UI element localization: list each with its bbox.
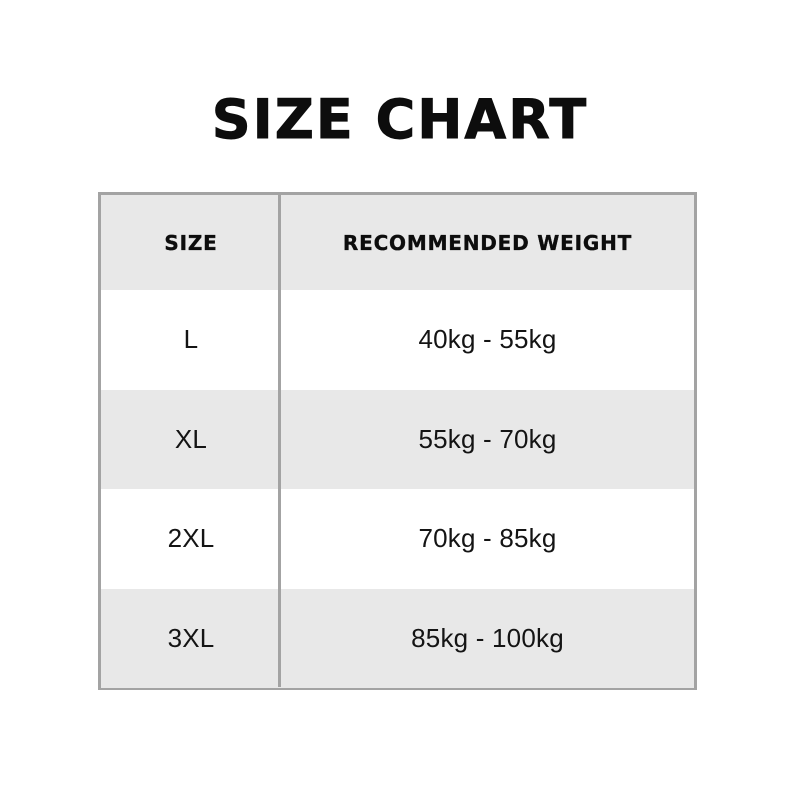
header-cell-size: SIZE xyxy=(164,230,218,255)
cell-weight: 40kg - 55kg xyxy=(418,324,557,355)
cell-weight: 55kg - 70kg xyxy=(418,423,557,454)
column-divider xyxy=(278,195,281,687)
size-chart-table: SIZE RECOMMENDED WEIGHT L 40kg - 55kg XL… xyxy=(98,192,697,690)
cell-size: XL xyxy=(174,423,208,454)
cell-size: 3XL xyxy=(167,623,215,654)
table-header-row: SIZE RECOMMENDED WEIGHT xyxy=(101,195,694,290)
cell-size: L xyxy=(183,324,199,355)
table-inner: SIZE RECOMMENDED WEIGHT L 40kg - 55kg XL… xyxy=(101,195,694,689)
cell-size: 2XL xyxy=(167,523,215,554)
page-title: SIZE CHART xyxy=(211,88,589,152)
cell-weight: 85kg - 100kg xyxy=(411,623,564,654)
header-cell-recommended-weight: RECOMMENDED WEIGHT xyxy=(342,230,633,255)
table-row: XL 55kg - 70kg xyxy=(101,389,694,490)
table-row: L 40kg - 55kg xyxy=(101,290,694,390)
cell-weight: 70kg - 85kg xyxy=(418,523,557,554)
table-row: 3XL 85kg - 100kg xyxy=(101,588,694,689)
table-row: 2XL 70kg - 85kg xyxy=(101,489,694,589)
